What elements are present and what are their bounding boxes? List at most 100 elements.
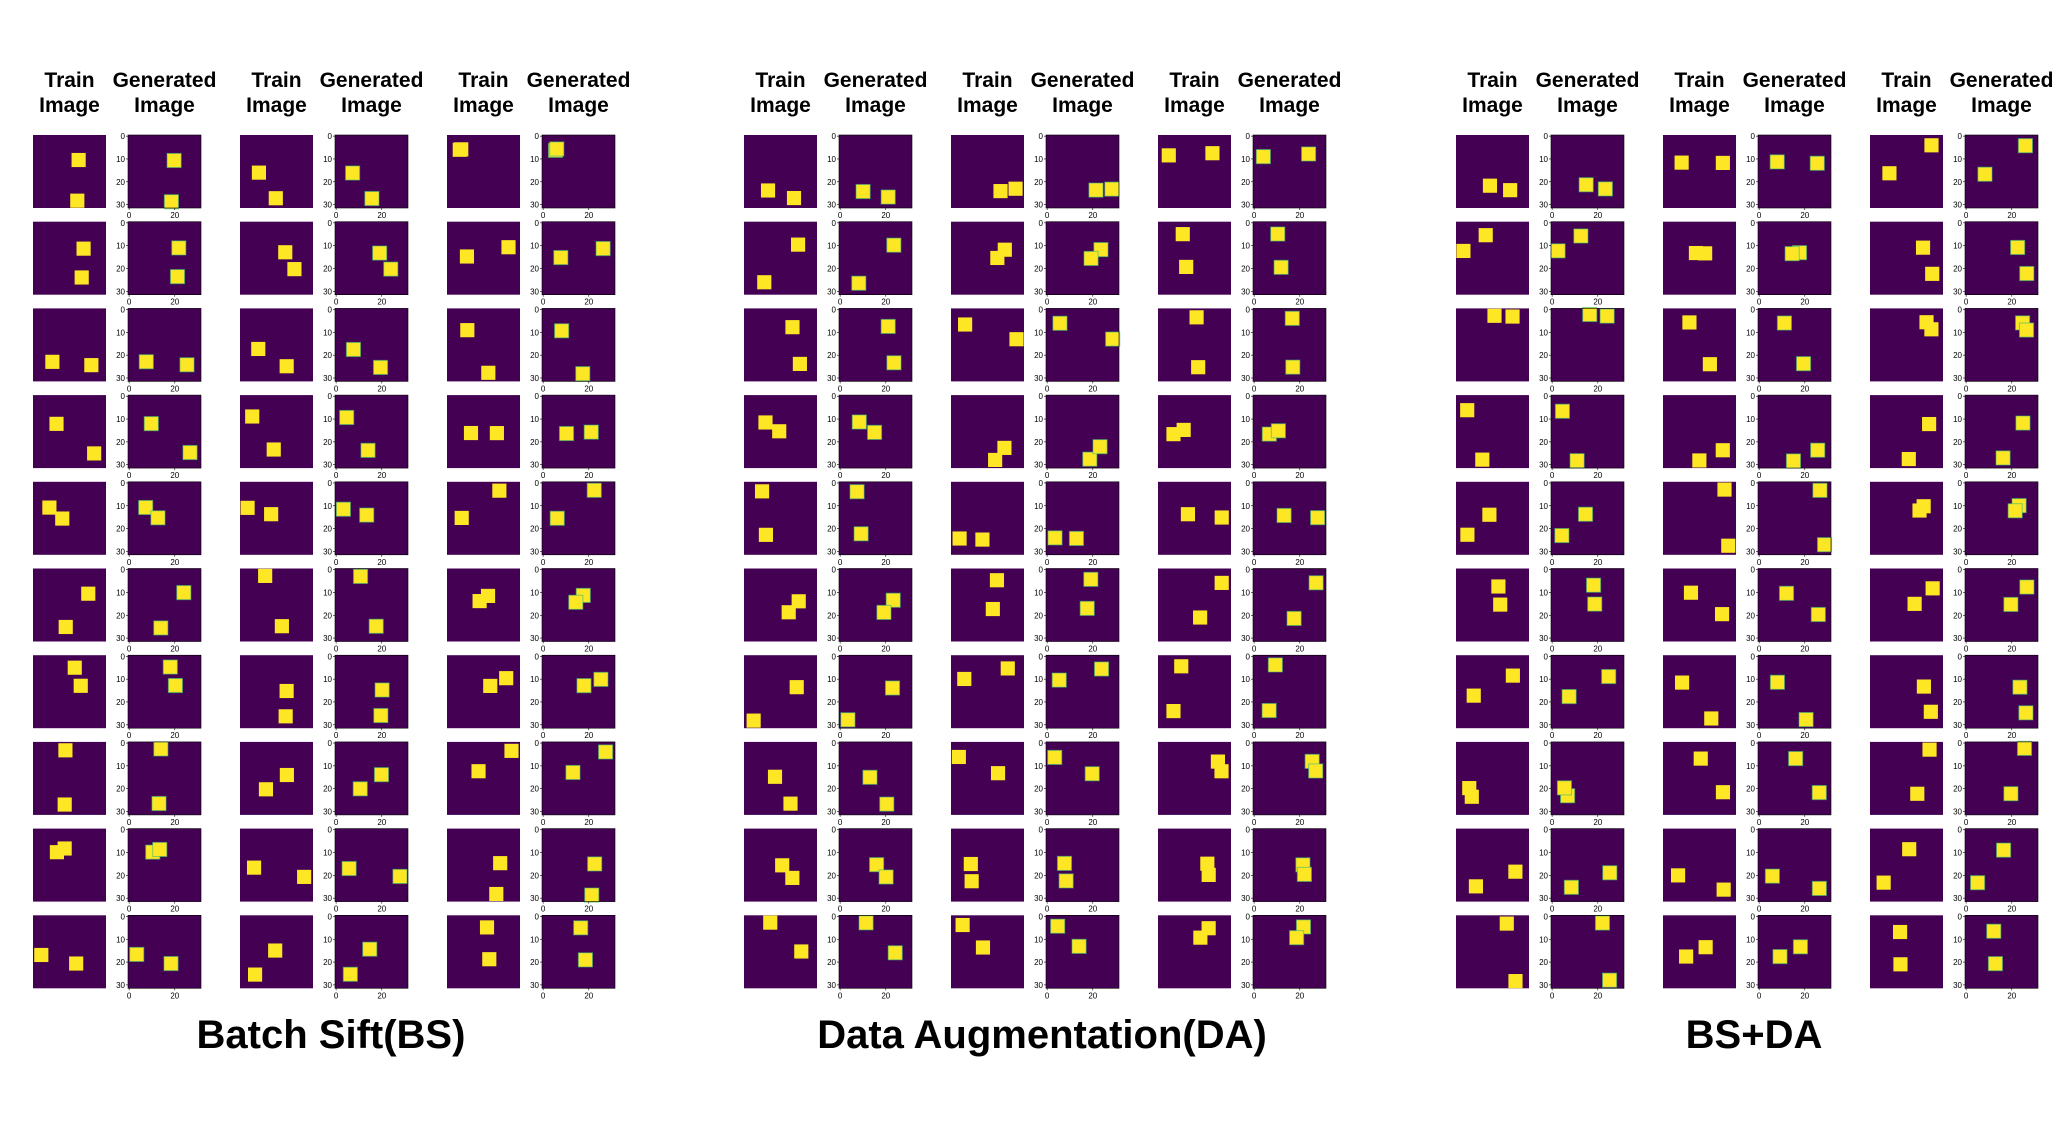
square: [881, 189, 896, 205]
y-tick-label: 20: [530, 351, 539, 360]
train-image: [1158, 481, 1231, 555]
square: [1922, 742, 1937, 757]
square: [1570, 453, 1585, 468]
y-tick-label: 20: [1746, 351, 1755, 360]
square: [1812, 483, 1828, 498]
square: [789, 680, 804, 695]
x-tick-label: 0: [1550, 384, 1555, 393]
train-header: Image: [750, 94, 811, 117]
image-background: [1965, 481, 2038, 555]
square-edge: [138, 499, 154, 516]
square-edge: [1289, 930, 1305, 946]
square: [1214, 510, 1229, 525]
y-tick-label: 0: [1039, 912, 1044, 921]
image-frame: [1252, 741, 1327, 816]
square: [42, 500, 57, 515]
train-image: [1456, 135, 1529, 208]
square: [990, 766, 1006, 781]
x-tick-label: 0: [334, 905, 339, 914]
square: [1505, 668, 1520, 683]
image-frame: [1964, 134, 2039, 209]
square: [163, 659, 178, 675]
train-image: [1870, 481, 1943, 555]
x-tick-label: 0: [1757, 298, 1762, 307]
square-edge: [885, 592, 901, 608]
y-tick-label: 10: [116, 415, 125, 424]
y-tick-label: 0: [1544, 826, 1549, 835]
y-tick-label: 20: [1746, 438, 1755, 447]
y-tick-label: 20: [827, 438, 836, 447]
square: [852, 414, 867, 430]
y-tick-label: 10: [1241, 242, 1250, 251]
square-edge: [853, 526, 869, 542]
image-frame: [1252, 134, 1327, 209]
y-tick-label: 10: [1034, 415, 1043, 424]
square-edge: [876, 604, 892, 620]
square: [57, 841, 72, 856]
x-tick-label: 0: [1964, 211, 1969, 220]
square-edge: [1977, 166, 1993, 182]
square: [1482, 507, 1497, 522]
x-tick-label: 20: [1593, 905, 1602, 914]
image-frame: [1045, 394, 1120, 469]
y-tick-label: 10: [530, 328, 539, 337]
y-tick-label: 10: [1034, 935, 1043, 944]
y-tick-label: 20: [1539, 351, 1548, 360]
square: [2018, 138, 2033, 153]
y-tick-label: 0: [1246, 566, 1251, 575]
x-tick-label: 20: [1088, 905, 1097, 914]
panel-caption: Batch Sift(BS): [197, 1013, 466, 1057]
x-tick-label: 20: [2007, 905, 2016, 914]
image-frame: [1252, 568, 1327, 642]
square: [353, 569, 368, 584]
x-tick-label: 0: [1045, 298, 1050, 307]
square: [1082, 452, 1097, 467]
y-tick-label: 10: [116, 242, 125, 251]
x-tick-label: 0: [1757, 645, 1762, 654]
square-edge: [1556, 780, 1573, 796]
y-tick-label: 20: [1746, 264, 1755, 273]
y-tick-label: 20: [1953, 525, 1962, 534]
image-frame: [1252, 654, 1327, 729]
image-frame: [127, 221, 202, 295]
train-image: [744, 915, 817, 989]
y-tick-label: 10: [1241, 588, 1250, 597]
y-tick-label: 30: [116, 287, 125, 296]
square-edge: [1569, 453, 1585, 469]
y-tick-label: 30: [1034, 374, 1043, 383]
square-edge: [1811, 880, 1827, 896]
image-background: [1046, 221, 1119, 295]
x-tick-label: 0: [1252, 384, 1257, 393]
square-edge: [587, 856, 603, 872]
y-tick-label: 20: [1953, 264, 1962, 273]
square-edge: [1056, 855, 1073, 871]
image-frame: [1252, 914, 1327, 989]
image-background: [1158, 135, 1231, 208]
x-tick-label: 0: [127, 905, 132, 914]
y-tick-label: 10: [323, 849, 332, 858]
square: [1788, 751, 1803, 766]
square: [1902, 842, 1917, 857]
square: [958, 317, 973, 332]
x-tick-label: 0: [1550, 991, 1555, 1000]
y-tick-label: 10: [1539, 155, 1548, 164]
y-tick-label: 0: [121, 912, 126, 921]
y-tick-label: 10: [1034, 762, 1043, 771]
square: [1180, 507, 1196, 522]
square: [989, 573, 1005, 588]
y-tick-label: 10: [1746, 935, 1755, 944]
y-tick-label: 10: [530, 588, 539, 597]
square: [1922, 416, 1937, 432]
square-edge: [152, 841, 168, 858]
train-image: [33, 481, 106, 555]
square-edge: [2018, 705, 2034, 721]
x-tick-label: 0: [1252, 731, 1257, 740]
image-frame: [334, 221, 409, 295]
square-edge: [1255, 149, 1271, 165]
square: [1996, 450, 2011, 465]
image-background: [744, 135, 817, 208]
image-background: [33, 828, 106, 902]
y-tick-label: 20: [530, 871, 539, 880]
y-tick-label: 20: [1241, 785, 1250, 794]
